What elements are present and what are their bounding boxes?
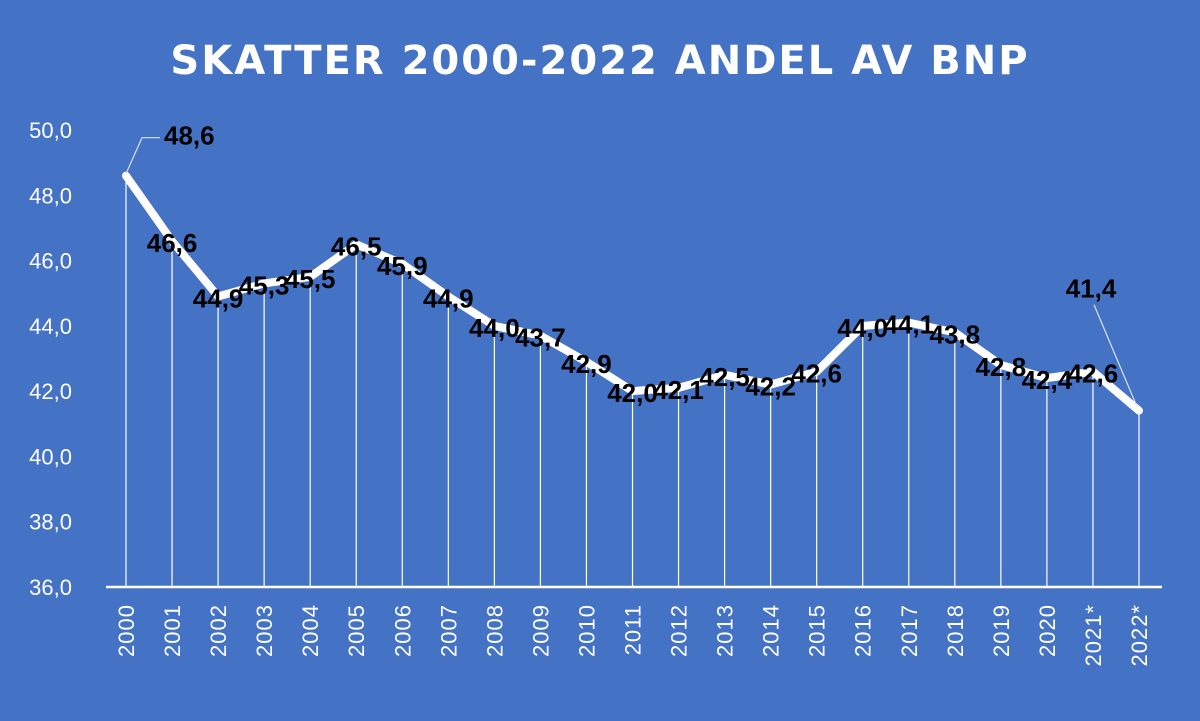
x-tick-label: 2013 (713, 604, 738, 657)
data-label: 44,0 (837, 313, 888, 343)
y-tick-label: 48,0 (29, 183, 72, 208)
y-tick-label: 44,0 (29, 314, 72, 339)
data-label: 42,6 (1068, 359, 1119, 389)
x-tick-label: 2019 (989, 604, 1014, 657)
x-tick-label: 2001 (160, 604, 185, 657)
data-label: 44,1 (883, 310, 934, 340)
x-tick-label: 2016 (851, 604, 876, 657)
data-label: 48,6 (164, 121, 215, 151)
y-tick-label: 38,0 (29, 510, 72, 535)
data-label: 42,2 (745, 372, 796, 402)
leader-line (125, 137, 160, 174)
x-tick-label: 2014 (759, 604, 784, 657)
data-label: 42,1 (653, 375, 704, 405)
y-tick-label: 42,0 (29, 379, 72, 404)
drop-lines (125, 175, 1140, 587)
x-tick-label: 2007 (436, 604, 461, 657)
data-label: 44,0 (469, 313, 520, 343)
data-label: 44,9 (193, 283, 244, 313)
data-label: 42,9 (561, 349, 612, 379)
x-tick-label: 2002 (206, 604, 231, 657)
x-tick-label: 2003 (252, 604, 277, 657)
label-leader-lines (125, 137, 1138, 407)
x-tick-label: 2008 (482, 604, 507, 657)
data-label: 43,7 (515, 323, 566, 353)
x-tick-label: 2004 (298, 604, 323, 657)
y-tick-label: 40,0 (29, 444, 72, 469)
data-label: 42,6 (791, 359, 842, 389)
x-tick-label: 2012 (667, 604, 692, 657)
x-tick-label: 2000 (114, 604, 139, 657)
x-tick-label: 2017 (897, 604, 922, 657)
x-axis-ticks: 2000 2001 2002 2003 2004 2005 2006 2007 2008 2009… (114, 604, 1152, 667)
x-tick-label: 2006 (390, 604, 415, 657)
x-tick-label: 2005 (344, 604, 369, 657)
y-axis-ticks: 36,0 38,0 40,0 42,0 44,0 46,0 48,0 50,0 (29, 118, 72, 600)
x-tick-label: 2010 (574, 604, 599, 657)
y-tick-label: 50,0 (29, 118, 72, 143)
leader-line (1093, 304, 1138, 407)
data-label: 45,9 (377, 251, 428, 281)
x-tick-label: 2011 (621, 604, 646, 655)
data-label: 42,5 (699, 362, 750, 392)
data-label: 46,6 (147, 228, 198, 258)
x-tick-label: 2020 (1035, 604, 1060, 657)
data-label: 42,4 (1022, 365, 1073, 395)
series-line (122, 171, 1143, 415)
y-tick-label: 46,0 (29, 249, 72, 274)
x-tick-label: 2021* (1081, 604, 1106, 667)
data-label: 43,8 (930, 319, 981, 349)
data-label: 46,5 (331, 231, 382, 261)
chart-title: SKATTER 2000-2022 ANDEL AV BNP (170, 38, 1029, 84)
x-tick-label: 2009 (528, 604, 553, 657)
data-label: 41,4 (1066, 274, 1117, 304)
x-tick-label: 2015 (805, 604, 830, 657)
x-tick-label: 2018 (943, 604, 968, 657)
y-tick-label: 36,0 (29, 575, 72, 600)
data-label: 45,3 (239, 270, 290, 300)
data-label: 42,8 (976, 352, 1027, 382)
data-label: 42,0 (607, 378, 658, 408)
data-label: 44,9 (423, 283, 474, 313)
data-label: 45,5 (285, 264, 336, 294)
data-labels: 48,646,644,945,345,546,545,944,944,043,7… (147, 121, 1119, 408)
x-tick-label: 2022* (1127, 604, 1152, 667)
